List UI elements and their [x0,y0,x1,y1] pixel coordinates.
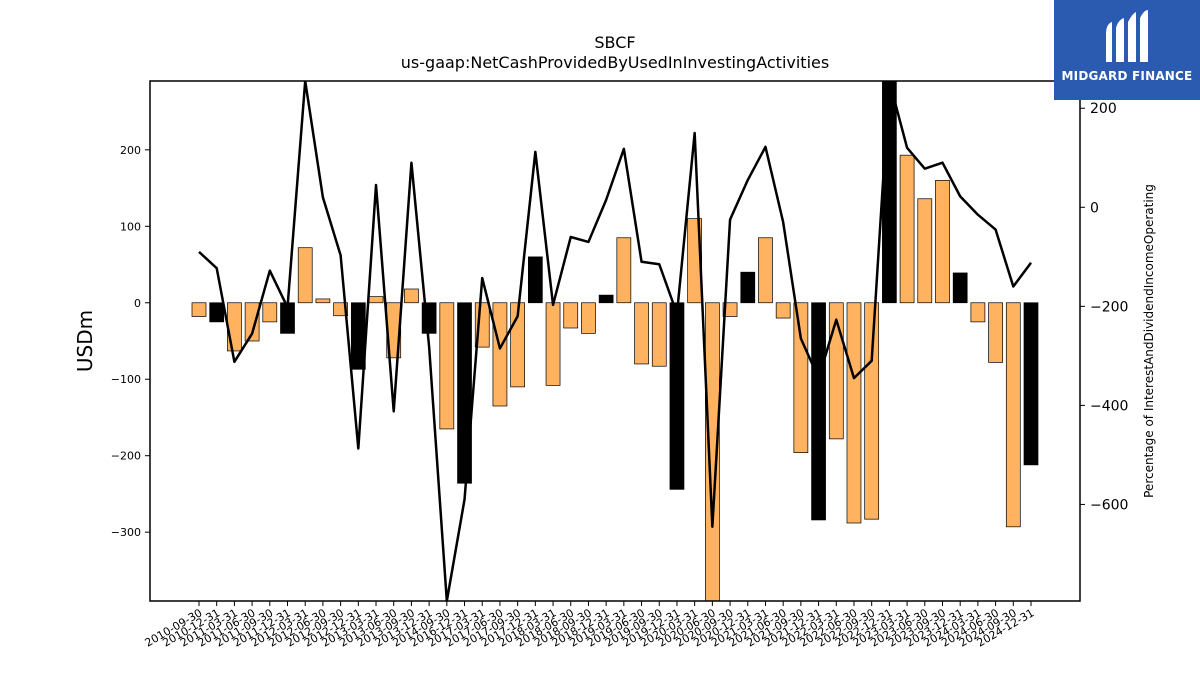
y-tick-label: −200 [111,450,141,463]
plot-frame [149,80,1081,602]
bar [651,302,667,367]
bar [191,302,207,317]
bar [669,302,685,490]
line-series [198,81,1033,601]
bar [740,271,756,304]
bar [598,294,614,304]
y-axis-label: USDm [73,310,97,372]
bar [634,302,649,365]
bar [970,302,986,323]
chart-title: SBCF [594,33,635,52]
bar [775,302,791,319]
brand-logo: MIDGARD FINANCE [1054,0,1200,100]
bar [563,302,579,329]
bar [616,237,632,304]
y-tick-label: −300 [111,526,141,539]
y2-tick-label: −600 [1090,497,1128,513]
bar [793,302,809,453]
y-tick-label: 200 [120,144,141,157]
bar [882,80,897,304]
bar [297,247,313,304]
bar [828,302,844,440]
bar [315,298,331,304]
bar [758,237,773,304]
x-axis: 2010-09-302010-12-312011-03-312011-06-30… [143,601,1037,650]
bar [368,296,384,304]
bar [864,302,880,520]
bar [545,302,561,386]
series-line [198,81,1033,601]
y-axis-right: −600 −400 −200 0 200 [1080,101,1128,513]
y2-tick-label: 200 [1090,101,1117,117]
bar [262,302,278,323]
bar [492,302,508,407]
bar [952,272,968,304]
bar [1005,302,1021,528]
bar [811,302,826,521]
bar [988,302,1003,363]
bar [899,154,915,304]
bar [227,302,242,352]
bar [687,218,703,304]
y-axis-left: −300 −200 −100 0 100 200 [111,144,150,539]
midgard-logo-icon [1106,10,1148,62]
bar [404,288,419,304]
bar [581,302,596,334]
bar [917,198,933,304]
y-tick-label: −100 [111,373,141,386]
chart-subtitle: us-gaap:NetCashProvidedByUsedInInvesting… [401,53,829,72]
bar-series [191,80,1039,602]
bar [1023,302,1039,466]
bar [846,302,862,524]
bar [935,180,950,304]
bar [457,302,472,484]
y2-tick-label: −200 [1090,299,1128,315]
bar [244,302,260,342]
y2-tick-label: 0 [1090,200,1099,216]
bar [439,302,455,430]
bar [722,302,738,317]
brand-name: MIDGARD FINANCE [1061,69,1193,83]
y-tick-label: 0 [134,297,141,310]
bar [527,256,543,304]
bar [209,302,225,323]
y2-tick-label: −400 [1090,398,1128,414]
y-tick-label: 100 [120,220,141,233]
y2-axis-label: Percentage of InterestAndDividendIncomeO… [1142,184,1156,498]
